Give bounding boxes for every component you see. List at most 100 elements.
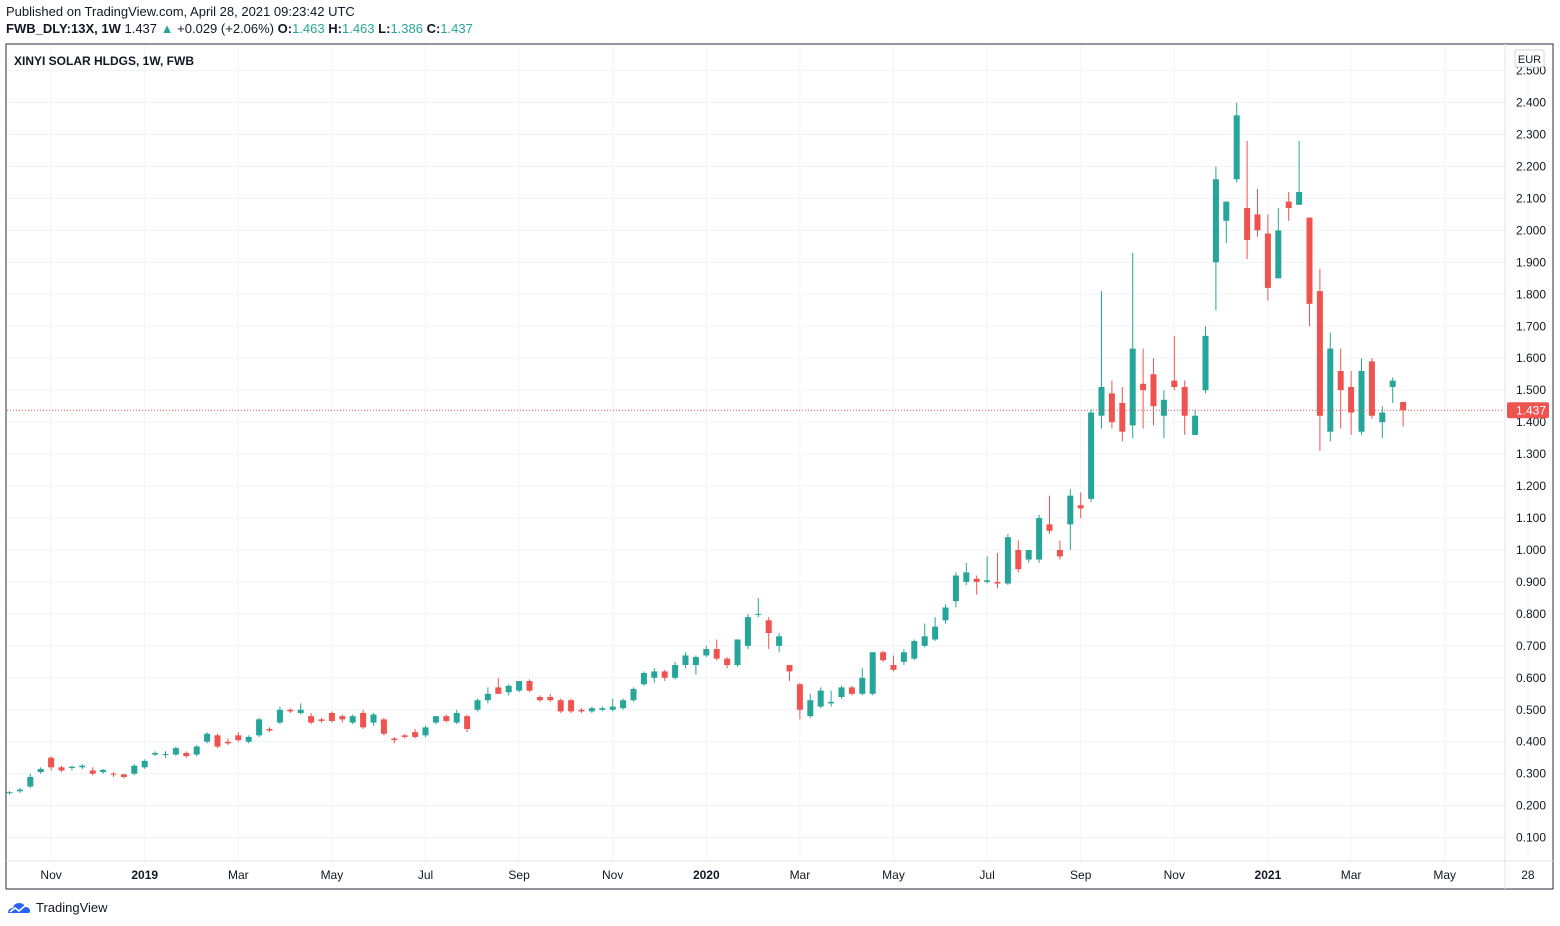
price-tick-label: 1.600: [1516, 351, 1546, 365]
candle-body: [994, 581, 1001, 584]
candle-body: [214, 735, 221, 747]
candle-body: [328, 712, 335, 721]
candle-body: [1285, 201, 1292, 208]
price-tick-label: 0.700: [1516, 639, 1546, 653]
candle-body: [443, 716, 450, 721]
candle-body: [172, 748, 179, 755]
candle-body: [349, 716, 356, 723]
price-tick-label: 0.100: [1516, 831, 1546, 845]
close-label: C:: [426, 21, 441, 36]
chart-title: XINYI SOLAR HLDGS, 1W, FWB: [14, 54, 194, 68]
candle-body: [547, 697, 554, 701]
time-tick-label: 2020: [693, 868, 720, 882]
price-tick-label: 1.400: [1516, 415, 1546, 429]
footer-brand[interactable]: TradingView: [6, 899, 108, 915]
high-label: H:: [328, 21, 342, 36]
candle-body: [1316, 291, 1323, 416]
time-tick-label: Mar: [1341, 868, 1362, 882]
candle-body: [1306, 217, 1313, 304]
candle-body: [703, 649, 710, 656]
candle-body: [578, 709, 585, 712]
time-tick-label: May: [882, 868, 905, 882]
time-tick-label: Nov: [602, 868, 623, 882]
candle-body: [297, 709, 304, 713]
candle-body: [1108, 393, 1115, 423]
price-tick-label: 1.700: [1516, 319, 1546, 333]
time-axis: Nov 2019 Mar May Jul Sep Nov 2020 Mar May Jul Sep No…: [40, 868, 1534, 882]
candle-body: [1264, 233, 1271, 288]
candle-body: [640, 673, 647, 685]
candle-body: [1348, 386, 1355, 413]
candle-body: [1192, 415, 1199, 435]
candle-body: [48, 757, 55, 768]
candle-body: [651, 671, 658, 678]
tradingview-logo-icon: [8, 903, 30, 913]
candle-body: [1160, 399, 1167, 416]
candle-body: [1212, 179, 1219, 263]
candle-body: [1379, 412, 1386, 423]
candle-body: [380, 719, 387, 734]
price-tick-label: 2.100: [1516, 191, 1546, 205]
candle-body: [1171, 380, 1178, 387]
candle-body: [1129, 348, 1136, 426]
candle-body: [401, 735, 408, 737]
open-label: O:: [277, 21, 293, 36]
price-tick-label: 2.000: [1516, 223, 1546, 237]
price-tick-label: 2.300: [1516, 127, 1546, 141]
candle-body: [1254, 214, 1261, 231]
candle-body: [526, 681, 533, 691]
candle-body: [453, 712, 460, 723]
candle-body: [963, 572, 970, 582]
last-price-tag: [1507, 402, 1549, 419]
price-tick-label: 1.800: [1516, 287, 1546, 301]
candle-body: [869, 652, 876, 694]
time-tick-label: Mar: [228, 868, 249, 882]
candle-body: [776, 636, 783, 646]
candle-body: [183, 752, 190, 757]
currency-badge[interactable]: [1514, 49, 1545, 68]
candle-body: [1088, 412, 1095, 499]
candle-body: [536, 697, 543, 701]
candle-body: [1004, 537, 1011, 584]
candle-body: [1077, 505, 1084, 509]
time-tick-label: 28: [1521, 868, 1535, 882]
last-price: 1.437: [124, 21, 158, 36]
candle-body: [1327, 348, 1334, 432]
time-tick-label: 2019: [131, 868, 158, 882]
candle-body: [162, 753, 169, 755]
candle-body: [68, 766, 75, 768]
candle-body: [1046, 524, 1053, 531]
candle-body: [734, 639, 741, 666]
candle-body: [1150, 374, 1157, 407]
candle-body: [557, 700, 564, 712]
price-tick-label: 1.000: [1516, 543, 1546, 557]
candle-body: [287, 709, 294, 712]
candle-body: [1140, 383, 1147, 391]
candle-body: [6, 792, 13, 794]
candle-body: [630, 689, 637, 701]
candle-body: [1233, 115, 1240, 180]
candle-body: [682, 655, 689, 666]
candle-body: [1223, 201, 1230, 221]
candle-body: [224, 741, 231, 744]
close-value: 1.437: [440, 21, 473, 36]
candle-body: [1368, 361, 1375, 416]
candle-body: [880, 652, 887, 661]
candle-body: [817, 690, 824, 707]
price-tick-label: 0.200: [1516, 799, 1546, 813]
candle-body: [391, 738, 398, 741]
high-value: 1.463: [341, 21, 375, 36]
symbol-label: FWB_DLY:13X, 1W: [6, 21, 121, 36]
candle-body: [755, 613, 762, 615]
candle-body: [911, 641, 918, 659]
candle-body: [1025, 549, 1032, 560]
price-tick-label: 2.400: [1516, 96, 1546, 110]
candle-body: [79, 765, 86, 768]
candle-body: [1036, 518, 1043, 560]
candle-body: [152, 752, 159, 755]
candle-body: [422, 727, 429, 736]
candle-body: [120, 774, 127, 777]
candle-body: [1067, 495, 1074, 525]
candle-body: [568, 700, 575, 712]
